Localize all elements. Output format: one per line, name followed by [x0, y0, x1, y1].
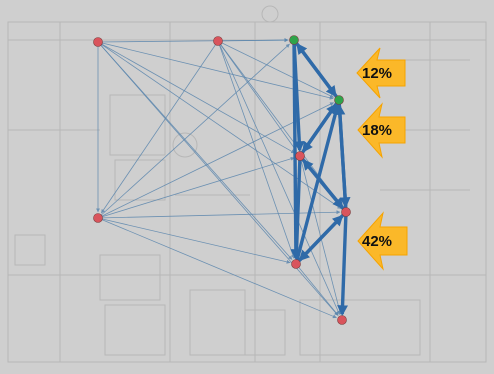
annotation-18: 18%: [357, 102, 406, 159]
node-d: [334, 95, 344, 105]
edge-C-H: [290, 39, 302, 261]
node-c: [289, 35, 299, 45]
node-g: [93, 213, 103, 223]
edge-F-D: [334, 103, 348, 213]
edge-E-H: [291, 155, 302, 261]
edge-A-I: [97, 41, 339, 316]
edge-F-I: [337, 211, 348, 317]
edge-B-G: [101, 40, 219, 214]
orange-arrow-icon: [356, 47, 406, 99]
node-layer: [93, 35, 351, 325]
node-b: [213, 36, 223, 46]
node-h: [291, 259, 301, 269]
edge-B-H: [217, 40, 295, 259]
edge-G-I: [97, 217, 337, 319]
edge-H-I: [295, 263, 339, 316]
annotation-label-18: 18%: [362, 122, 392, 139]
edge-B-E: [217, 40, 297, 152]
edge-E-I: [299, 155, 342, 315]
edge-B-C: [217, 38, 289, 43]
edge-B-D: [217, 40, 334, 98]
node-i: [337, 315, 347, 325]
edge-D-C: [296, 43, 341, 102]
annotation-label-12: 12%: [362, 65, 392, 82]
edge-E-D: [298, 103, 337, 157]
orange-arrow-icon: [357, 102, 406, 159]
annotation-42: 42%: [357, 211, 408, 271]
edge-H-D: [294, 103, 341, 265]
edge-G-H: [97, 217, 291, 264]
edge-F-E: [302, 158, 348, 214]
annotation-12: 12%: [356, 47, 406, 99]
annotation-label-42: 42%: [362, 233, 392, 250]
edge-G-C: [97, 43, 290, 219]
edge-layer: [96, 38, 351, 319]
node-a: [93, 37, 103, 47]
floorplan-background: [7, 5, 487, 363]
edge-B-F: [217, 40, 343, 208]
edge-H-F: [294, 214, 344, 266]
edge-A-E: [97, 41, 296, 154]
edge-G-E: [97, 156, 295, 219]
node-f: [341, 207, 351, 217]
orange-arrow-icon: [357, 211, 408, 271]
edge-B-I: [217, 40, 340, 315]
edge-G-F: [97, 210, 341, 219]
node-e: [295, 151, 305, 161]
edge-A-F: [97, 41, 342, 209]
